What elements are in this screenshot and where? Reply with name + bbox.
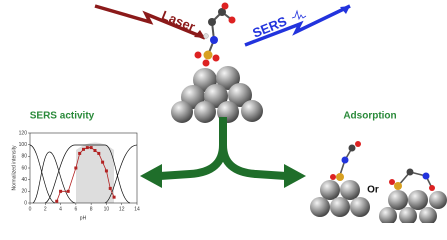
x-tick-label: 2 — [44, 206, 47, 212]
or-label: Or — [367, 185, 379, 196]
laser-label: Laser — [160, 8, 198, 35]
inset-chart: 0 20 40 60 80 100 120 0 2 4 6 8 10 12 14 — [19, 130, 140, 212]
data-point — [55, 199, 59, 203]
shaded-region — [76, 142, 114, 203]
x-axis-label: pH — [80, 215, 87, 221]
arrow-right — [219, 144, 287, 180]
silver-cluster-right — [379, 190, 447, 225]
adsorption-title: Adsorption — [343, 111, 396, 122]
data-point — [78, 151, 82, 155]
molecule — [194, 2, 236, 67]
silver-cluster — [171, 66, 263, 123]
arrowhead-left — [140, 164, 162, 188]
sers-activity-title: SERS activity — [30, 111, 95, 122]
graphical-abstract: Laser SERS SERS activity Adsorption 0204… — [11, 2, 447, 225]
x-tick-label: 6 — [74, 206, 77, 212]
molecule-right — [389, 168, 435, 191]
y-tick-label: 60 — [21, 165, 27, 171]
data-point — [85, 146, 89, 150]
silver-cluster-left — [310, 180, 370, 217]
data-point — [101, 160, 105, 164]
y-tick-label: 20 — [21, 189, 27, 195]
y-tick-label: 100 — [19, 142, 28, 148]
data-point — [59, 189, 63, 193]
sers-arrowhead — [340, 6, 350, 14]
arrow-left — [159, 117, 227, 180]
x-tick-label: 10 — [104, 206, 110, 212]
data-point — [108, 186, 112, 190]
data-point — [74, 166, 78, 170]
data-point — [97, 151, 101, 155]
y-tick-label: 80 — [21, 154, 27, 160]
y-tick-label: 0 — [24, 200, 27, 206]
molecule-left — [330, 141, 361, 181]
data-point — [112, 195, 116, 199]
x-tick-label: 12 — [119, 206, 125, 212]
x-tick-label: 0 — [29, 206, 32, 212]
data-point — [89, 146, 93, 150]
x-tick-label: 14 — [134, 206, 140, 212]
data-point — [66, 189, 70, 193]
y-tick-label: 120 — [19, 130, 28, 136]
spectrum-sketch — [291, 9, 307, 21]
y-tick-label: 40 — [21, 177, 27, 183]
data-point — [93, 149, 97, 152]
speciation-curves — [29, 144, 138, 204]
x-tick-label: 4 — [59, 206, 62, 212]
y-axis-label: Normalized intensity — [11, 145, 17, 191]
arrowhead-right — [284, 164, 306, 188]
sers-bolt — [244, 4, 351, 47]
laser-bolt — [94, 4, 206, 40]
laser-arrowhead — [194, 30, 205, 38]
data-point — [82, 147, 85, 151]
x-tick-label: 8 — [90, 206, 93, 212]
data-point — [104, 169, 108, 173]
